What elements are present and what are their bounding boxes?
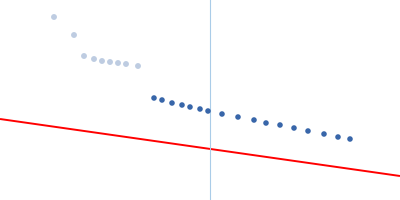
Point xyxy=(99,59,105,63)
Point xyxy=(263,121,269,125)
Point xyxy=(197,107,203,111)
Point xyxy=(51,15,57,19)
Point xyxy=(347,137,353,141)
Point xyxy=(235,115,241,119)
Point xyxy=(81,54,87,58)
Point xyxy=(251,118,257,122)
Point xyxy=(291,126,297,130)
Point xyxy=(305,129,311,133)
Point xyxy=(169,101,175,105)
Point xyxy=(277,123,283,127)
Point xyxy=(187,105,193,109)
Point xyxy=(335,135,341,139)
Point xyxy=(107,60,113,64)
Point xyxy=(321,132,327,136)
Point xyxy=(135,64,141,68)
Point xyxy=(115,61,121,65)
Point xyxy=(159,98,165,102)
Point xyxy=(123,62,129,66)
Point xyxy=(91,57,97,61)
Point xyxy=(71,33,77,37)
Point xyxy=(219,112,225,116)
Point xyxy=(151,96,157,100)
Point xyxy=(179,103,185,107)
Point xyxy=(205,109,211,113)
